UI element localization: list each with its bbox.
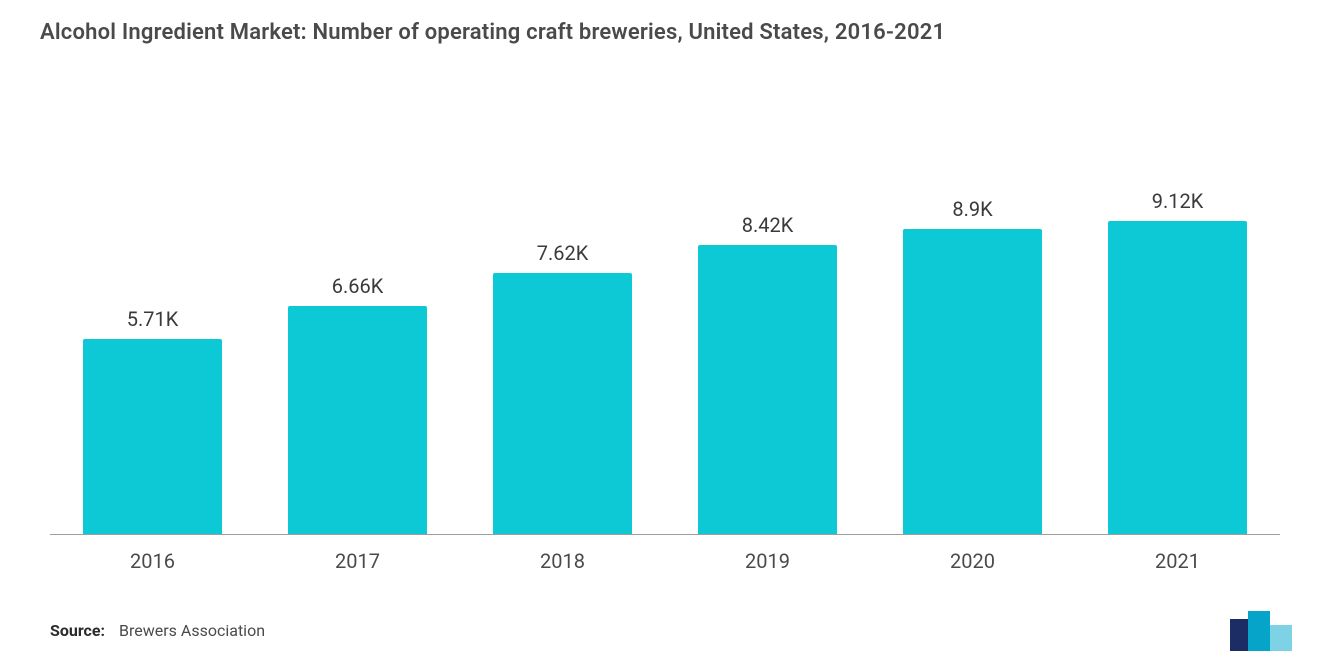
bar: [903, 229, 1042, 535]
bar-slot: 5.71K: [50, 105, 255, 535]
bar: [493, 273, 632, 535]
bars-row: 5.71K 6.66K 7.62K 8.42K 8.9K 9.12K: [50, 105, 1280, 535]
bar-value-label: 6.66K: [332, 274, 384, 298]
source-text: Brewers Association: [119, 621, 265, 640]
x-axis-label: 2019: [665, 549, 870, 573]
bar: [288, 306, 427, 535]
x-axis-label: 2017: [255, 549, 460, 573]
source-label: Source:: [50, 621, 105, 640]
bar: [1108, 221, 1247, 535]
bar-value-label: 5.71K: [127, 307, 179, 331]
plot-area: 5.71K 6.66K 7.62K 8.42K 8.9K 9.12K: [50, 105, 1280, 535]
bar-slot: 8.9K: [870, 105, 1075, 535]
bar-slot: 6.66K: [255, 105, 460, 535]
x-axis-label: 2016: [50, 549, 255, 573]
bar-slot: 9.12K: [1075, 105, 1280, 535]
brand-logo-icon: [1230, 611, 1292, 651]
bar-value-label: 9.12K: [1152, 189, 1204, 213]
x-axis-labels: 201620172018201920202021: [50, 549, 1280, 573]
bar-value-label: 8.42K: [742, 213, 794, 237]
x-axis-line: [50, 534, 1280, 535]
bar-chart: Alcohol Ingredient Market: Number of ope…: [0, 0, 1320, 665]
source-attribution: Source: Brewers Association: [50, 621, 265, 640]
bar: [83, 339, 222, 535]
x-axis-label: 2021: [1075, 549, 1280, 573]
chart-title: Alcohol Ingredient Market: Number of ope…: [40, 20, 1280, 45]
bar-slot: 8.42K: [665, 105, 870, 535]
bar-slot: 7.62K: [460, 105, 665, 535]
bar: [698, 245, 837, 535]
bar-value-label: 8.9K: [952, 197, 992, 221]
bar-value-label: 7.62K: [537, 241, 589, 265]
x-axis-label: 2018: [460, 549, 665, 573]
x-axis-label: 2020: [870, 549, 1075, 573]
